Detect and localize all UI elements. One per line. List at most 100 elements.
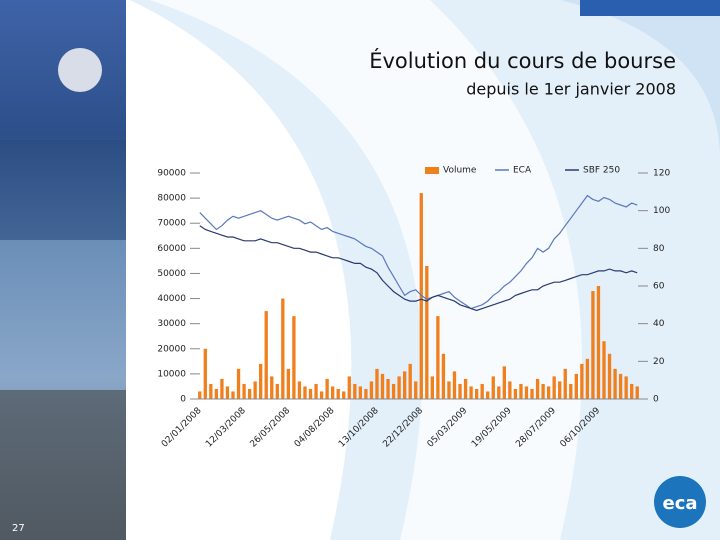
y2-tick-label: 120 bbox=[653, 169, 670, 179]
volume-bar bbox=[375, 368, 379, 399]
volume-bar bbox=[508, 381, 512, 399]
y-tick-label: 70000 bbox=[157, 219, 186, 229]
volume-bar bbox=[247, 388, 252, 399]
y2-tick-label: 20 bbox=[653, 357, 665, 367]
volume-bar bbox=[558, 381, 562, 399]
legend-swatch bbox=[425, 167, 439, 174]
volume-bar bbox=[270, 376, 274, 399]
y2-tick-label: 0 bbox=[653, 395, 659, 405]
volume-bar bbox=[253, 381, 257, 399]
volume-bar bbox=[524, 386, 529, 399]
volume-bar bbox=[336, 388, 340, 399]
volume-bar bbox=[480, 383, 484, 399]
volume-bar bbox=[602, 341, 606, 399]
top-bar bbox=[580, 0, 720, 16]
y-tick-label: 40000 bbox=[157, 294, 186, 304]
photo bbox=[0, 390, 126, 540]
volume-bar bbox=[281, 298, 285, 399]
y-tick-label: 0 bbox=[180, 395, 186, 405]
volume-bar bbox=[452, 371, 457, 399]
y2-tick-label: 60 bbox=[653, 282, 665, 292]
volume-bar bbox=[314, 383, 318, 399]
swirl bbox=[560, 0, 720, 160]
y-tick-label: 30000 bbox=[157, 319, 186, 329]
volume-bar bbox=[397, 376, 401, 399]
volume-bar bbox=[286, 368, 291, 399]
y-tick-label: 20000 bbox=[157, 344, 186, 354]
volume-bar bbox=[630, 383, 634, 399]
volume-bar bbox=[580, 363, 584, 399]
volume-bar bbox=[469, 386, 473, 399]
volume-bar bbox=[209, 383, 213, 399]
y-tick-label: 10000 bbox=[157, 369, 186, 379]
volume-bar bbox=[331, 386, 335, 399]
volume-bar bbox=[574, 373, 578, 399]
swirl bbox=[150, 0, 583, 540]
page-number: 27 bbox=[12, 523, 25, 534]
volume-bar bbox=[203, 348, 207, 399]
volume-bar bbox=[563, 368, 567, 399]
volume-bar bbox=[214, 388, 219, 399]
volume-bar bbox=[530, 388, 534, 399]
volume-bar bbox=[231, 391, 235, 399]
volume-bar bbox=[497, 386, 501, 399]
volume-bar bbox=[353, 383, 357, 399]
volume-bar bbox=[297, 381, 302, 399]
volume-bar bbox=[236, 368, 241, 399]
y-tick-label: 60000 bbox=[157, 244, 186, 254]
volume-bar bbox=[552, 376, 556, 399]
volume-bar bbox=[441, 353, 446, 399]
volume-bar bbox=[458, 383, 462, 399]
y-tick-label: 90000 bbox=[157, 169, 186, 179]
slide-subtitle: depuis le 1er janvier 2008 bbox=[466, 80, 676, 99]
volume-bar bbox=[613, 368, 617, 399]
volume-bar bbox=[414, 381, 418, 399]
volume-bar bbox=[430, 376, 435, 399]
volume-bar bbox=[275, 383, 279, 399]
volume-bar bbox=[513, 388, 518, 399]
volume-bar bbox=[486, 391, 490, 399]
volume-bar bbox=[463, 378, 468, 399]
volume-bar bbox=[541, 383, 545, 399]
volume-bar bbox=[225, 386, 230, 399]
volume-bar bbox=[408, 363, 412, 399]
volume-bar bbox=[618, 373, 623, 399]
logo-text: eca bbox=[662, 493, 697, 514]
volume-bar bbox=[425, 265, 429, 399]
volume-bar bbox=[358, 386, 363, 399]
price-line bbox=[199, 194, 638, 310]
volume-bar bbox=[308, 388, 313, 399]
logo bbox=[654, 476, 706, 528]
legend-label: ECA bbox=[513, 166, 532, 176]
volume-bar bbox=[347, 376, 351, 399]
volume-bar bbox=[624, 376, 628, 399]
y2-tick-label: 40 bbox=[653, 319, 665, 329]
volume-bar bbox=[546, 386, 551, 399]
volume-bar bbox=[596, 286, 601, 399]
y2-tick-label: 100 bbox=[653, 206, 670, 216]
photo bbox=[0, 140, 126, 240]
volume-bar bbox=[259, 363, 263, 399]
volume-bar bbox=[292, 316, 296, 399]
volume-bar bbox=[519, 383, 523, 399]
y2-tick-label: 80 bbox=[653, 244, 665, 254]
legend-label: Volume bbox=[443, 166, 477, 176]
volume-bar bbox=[491, 376, 495, 399]
volume-bar bbox=[635, 386, 639, 399]
volume-bar bbox=[436, 316, 440, 399]
volume-bar bbox=[391, 383, 396, 399]
volume-bar bbox=[264, 311, 268, 399]
photo-object bbox=[58, 48, 102, 92]
volume-bar bbox=[325, 378, 329, 399]
volume-bar bbox=[535, 378, 540, 399]
volume-bar bbox=[447, 381, 451, 399]
volume-bar bbox=[569, 383, 573, 399]
volume-bar bbox=[585, 358, 590, 399]
volume-bar bbox=[342, 391, 346, 399]
volume-bar bbox=[402, 371, 407, 399]
volume-bar bbox=[380, 373, 385, 399]
volume-bar bbox=[502, 366, 506, 399]
legend-label: SBF 250 bbox=[583, 166, 620, 176]
volume-bar bbox=[364, 388, 368, 399]
